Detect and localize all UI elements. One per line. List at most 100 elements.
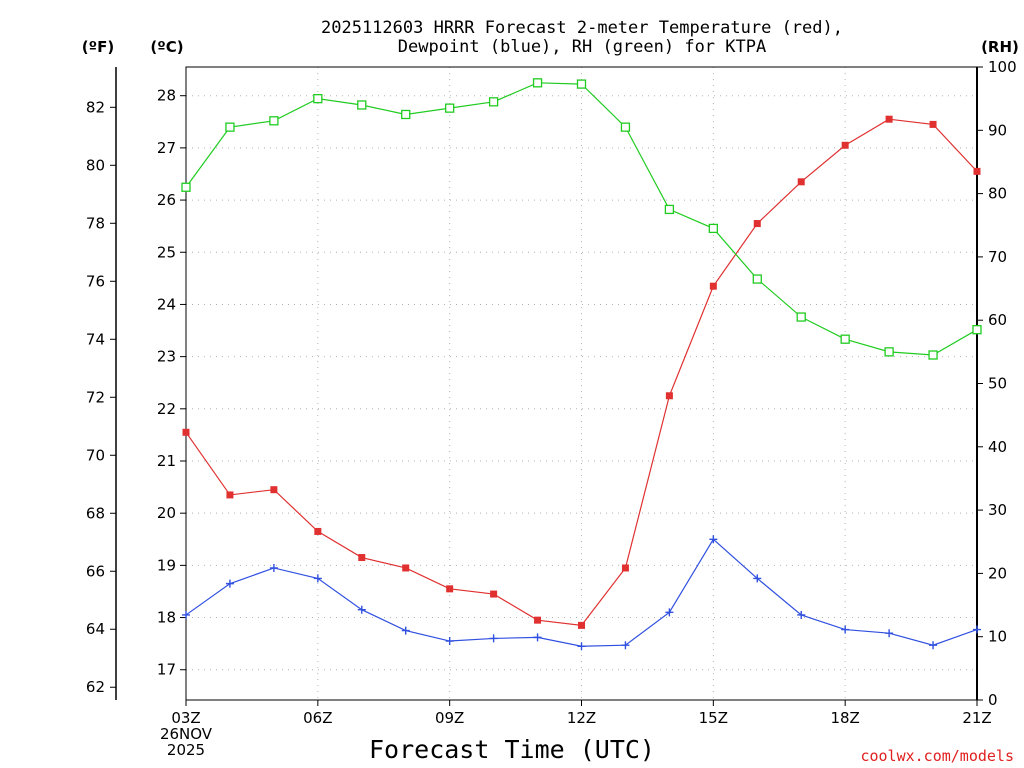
temperature-cdata-point — [753, 220, 761, 228]
dewpoint-cdata-point — [797, 610, 806, 619]
data-series — [181, 78, 982, 651]
rh-tick-label: 40 — [988, 438, 1007, 456]
dewpoint-cdata-point — [665, 608, 674, 617]
temperature-cdata-point — [358, 554, 366, 562]
dewpoint-cdata-point — [313, 574, 322, 583]
celsius-tick-label: 18 — [157, 609, 176, 627]
rh-tick-label: 100 — [988, 58, 1017, 76]
temperature-cdata-point — [797, 178, 805, 186]
x-tick-label: 03Z — [171, 709, 200, 727]
x-tick-label: 09Z — [435, 709, 464, 727]
rhdata-point — [576, 79, 587, 89]
rhdata-point — [313, 94, 323, 104]
temperature-cdata-point — [621, 564, 629, 572]
fahrenheit-tick-label: 70 — [86, 446, 105, 464]
celsius-tick-label: 23 — [157, 348, 176, 366]
source-credit: coolwx.com/models — [860, 747, 1014, 765]
rhdata-point — [620, 122, 631, 132]
temperature-cdata-point — [182, 428, 190, 436]
date-label-year: 2025 — [167, 741, 205, 759]
rhdata-point — [488, 97, 499, 107]
rhdata-point — [664, 204, 675, 215]
rh-tick-label: 0 — [988, 691, 998, 709]
temperature-cdata-point — [709, 282, 717, 290]
x-tick-label: 15Z — [699, 709, 728, 727]
rh-tick-label: 80 — [988, 185, 1007, 203]
rhdata-point — [401, 109, 411, 120]
rhdata-point — [532, 78, 543, 88]
dewpoint-cdata-point — [841, 625, 850, 634]
dewpoint-cdata-point — [885, 629, 894, 638]
dewpoint-cdata-point — [445, 637, 454, 646]
celsius-tick-label: 19 — [157, 556, 176, 574]
temperature-cdata-point — [534, 616, 542, 624]
rh-unit-label: (RH) — [981, 38, 1019, 56]
fahrenheit-tick-label: 78 — [86, 214, 105, 232]
rh-tick-label: 10 — [988, 628, 1007, 646]
rh-tick-label: 90 — [988, 121, 1007, 139]
dewpoint-cdata-point — [753, 574, 762, 583]
rhdata-point — [708, 223, 718, 234]
x-tick-label: 06Z — [303, 709, 332, 727]
temperature-cdata-point — [270, 486, 278, 494]
temperature-cdata-point — [665, 392, 673, 400]
dewpoint-cdata-point — [577, 642, 586, 651]
fahrenheit-tick-label: 72 — [86, 388, 105, 406]
temperature-cdata-point — [841, 141, 849, 149]
rhdata-point — [225, 122, 235, 132]
celsius-tick-label: 20 — [157, 504, 176, 522]
dewpoint-cdata-point — [973, 625, 981, 634]
tick-labels: 17 18 19 20 21 22 23 24 25 26 27 28 62 64 66 68 70 72 74 76… — [86, 58, 1017, 727]
temperature-cdata-point — [226, 491, 234, 499]
rhdata-point — [884, 347, 894, 357]
dewpoint-cdata-point — [357, 605, 366, 614]
fahrenheit-tick-label: 68 — [86, 504, 105, 522]
rh-tick-label: 60 — [988, 311, 1007, 329]
grid-lines — [185, 67, 978, 700]
celsius-tick-label: 21 — [157, 452, 176, 470]
temperature-cseries-line — [185, 118, 978, 627]
rhdata-point — [840, 334, 850, 344]
rhdata-point — [752, 274, 762, 284]
rh-tick-label: 70 — [988, 248, 1007, 266]
dewpoint-cdata-point — [225, 579, 234, 588]
rhdata-point — [181, 182, 191, 192]
rhdata-point — [269, 116, 279, 126]
plot-frame — [185, 66, 978, 701]
dewpoint-cdata-point — [709, 535, 718, 544]
temperature-cdata-point — [446, 585, 454, 593]
dewpoint-cseries-line — [185, 538, 978, 647]
celsius-unit-label: (ºC) — [150, 38, 183, 56]
fahrenheit-unit-label: (ºF) — [82, 38, 114, 56]
temperature-cdata-point — [885, 115, 893, 123]
dewpoint-cdata-point — [269, 563, 278, 572]
rh-tick-label: 30 — [988, 501, 1007, 519]
x-tick-label: 21Z — [962, 709, 991, 727]
fahrenheit-tick-label: 66 — [86, 562, 105, 580]
celsius-tick-label: 27 — [157, 139, 176, 157]
chart-title-line-1: 2025112603 HRRR Forecast 2-meter Tempera… — [321, 18, 843, 38]
fahrenheit-tick-label: 80 — [86, 156, 105, 174]
rhdata-point — [972, 325, 982, 335]
x-tick-label: 12Z — [567, 709, 596, 727]
dewpoint-cdata-point — [929, 641, 938, 650]
temperature-cdata-point — [929, 120, 937, 128]
temperature-cdata-point — [578, 621, 585, 629]
x-axis-label: Forecast Time (UTC) — [369, 735, 655, 764]
fahrenheit-tick-label: 62 — [86, 678, 105, 696]
celsius-tick-label: 22 — [157, 400, 176, 418]
dewpoint-cdata-point — [621, 641, 630, 650]
axes — [110, 66, 983, 706]
fahrenheit-tick-label: 74 — [86, 330, 105, 348]
celsius-tick-label: 24 — [157, 295, 176, 313]
fahrenheit-tick-label: 82 — [86, 98, 105, 116]
rh-tick-label: 50 — [988, 375, 1007, 393]
dewpoint-cdata-point — [489, 634, 498, 643]
rhdata-point — [445, 103, 455, 113]
temperature-cdata-point — [490, 590, 498, 598]
temperature-cdata-point — [973, 167, 981, 175]
rhdata-point — [928, 350, 938, 360]
fahrenheit-tick-label: 64 — [86, 620, 105, 638]
dewpoint-cdata-point — [182, 610, 190, 619]
